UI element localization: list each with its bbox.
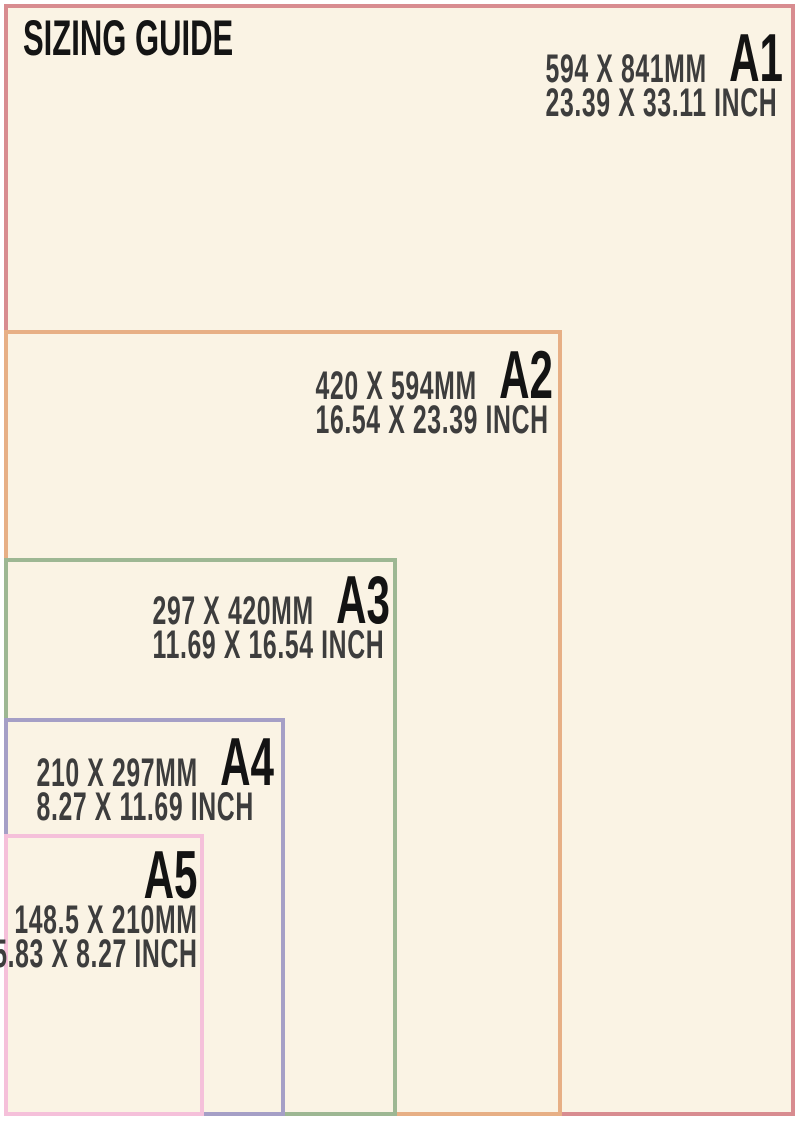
size-mm-dimensions-a3: 297 X 420MM	[152, 589, 314, 633]
size-inch-dimensions-a4: 8.27 X 11.69 INCH	[36, 785, 254, 829]
size-inch-dimensions-a2: 16.54 X 23.39 INCH	[315, 398, 549, 442]
size-label-a3: 297 X 420MM A3 11.69 X 16.54 INCH	[152, 562, 390, 667]
size-name-a3: A3	[336, 562, 390, 638]
size-label-a4: 210 X 297MM A4 8.27 X 11.69 INCH	[36, 724, 274, 829]
size-name-a4: A4	[220, 724, 274, 800]
size-mm-dimensions-a1: 594 X 841MM	[545, 47, 707, 91]
size-mm-dimensions-a4: 210 X 297MM	[36, 751, 198, 795]
size-name-a1: A1	[729, 20, 783, 96]
size-name-a5: A5	[143, 837, 197, 913]
paper-size-box-a5: A5 148.5 X 210MM 5.83 X 8.27 INCH	[0, 834, 204, 1116]
size-inch-dimensions-a1: 23.39 X 33.11 INCH	[545, 81, 778, 125]
size-mm-dimensions-a5: 148.5 X 210MM	[13, 898, 197, 942]
size-label-a5: A5 148.5 X 210MM 5.83 X 8.27 INCH	[0, 837, 197, 976]
size-inch-dimensions-a5: 5.83 X 8.27 INCH	[0, 932, 197, 976]
size-label-a2: 420 X 594MM A2 16.54 X 23.39 INCH	[315, 337, 553, 442]
size-name-a2: A2	[499, 337, 553, 413]
size-inch-dimensions-a3: 11.69 X 16.54 INCH	[152, 623, 385, 667]
size-mm-dimensions-a2: 420 X 594MM	[315, 364, 477, 408]
size-label-a1: 594 X 841MM A1 23.39 X 33.11 INCH	[545, 20, 783, 125]
page-title: SIZING GUIDE	[23, 10, 234, 66]
